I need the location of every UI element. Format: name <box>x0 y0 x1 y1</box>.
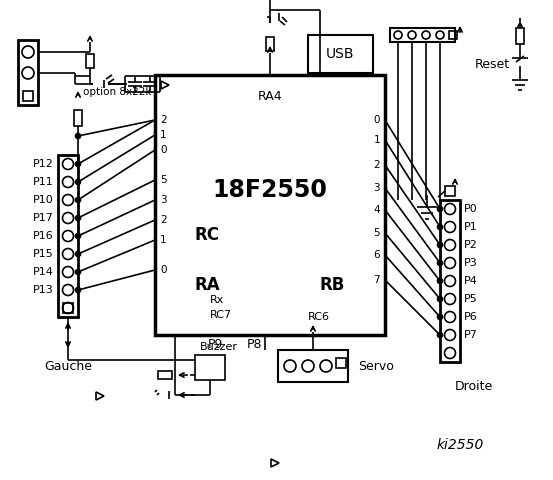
Text: 1: 1 <box>373 135 380 145</box>
Text: P8: P8 <box>247 338 263 351</box>
Bar <box>63 303 73 313</box>
Text: 2: 2 <box>160 215 166 225</box>
Text: RC7: RC7 <box>210 310 232 320</box>
Text: P15: P15 <box>33 249 54 259</box>
Bar <box>278 350 348 382</box>
Circle shape <box>76 216 81 220</box>
Text: P4: P4 <box>464 276 478 286</box>
Bar <box>390 28 455 42</box>
Text: 1: 1 <box>160 130 166 140</box>
Bar <box>18 40 38 105</box>
Text: P1: P1 <box>464 222 478 232</box>
Bar <box>155 75 385 335</box>
Text: 0: 0 <box>373 115 380 125</box>
Bar <box>449 31 457 39</box>
Text: P11: P11 <box>33 177 54 187</box>
Text: 6: 6 <box>373 250 380 260</box>
Bar <box>336 358 346 368</box>
Bar <box>516 28 524 44</box>
Text: Rx: Rx <box>210 295 225 305</box>
Bar <box>58 155 78 317</box>
Bar <box>308 35 373 73</box>
Text: 3: 3 <box>373 183 380 193</box>
Text: P14: P14 <box>33 267 54 277</box>
Text: 0: 0 <box>160 145 166 155</box>
Text: P12: P12 <box>33 159 54 169</box>
Text: P17: P17 <box>33 213 54 223</box>
Bar <box>86 54 94 68</box>
Circle shape <box>437 314 442 320</box>
Text: P3: P3 <box>464 258 478 268</box>
Bar <box>158 371 172 379</box>
Text: P6: P6 <box>464 312 478 322</box>
Circle shape <box>437 242 442 248</box>
Text: ki2550: ki2550 <box>436 438 484 452</box>
Text: Buzzer: Buzzer <box>200 342 238 352</box>
Text: P9: P9 <box>207 338 223 351</box>
Text: 3: 3 <box>160 195 166 205</box>
Text: RB: RB <box>320 276 345 294</box>
Bar <box>445 186 455 196</box>
Text: Gauche: Gauche <box>44 360 92 373</box>
Text: 7: 7 <box>373 275 380 285</box>
Circle shape <box>437 225 442 229</box>
Text: USB: USB <box>326 47 354 61</box>
Text: 5: 5 <box>160 175 166 185</box>
Circle shape <box>76 133 81 139</box>
Text: RA4: RA4 <box>258 91 283 104</box>
Text: 2: 2 <box>373 160 380 170</box>
Text: RA: RA <box>195 276 221 294</box>
Bar <box>266 37 274 51</box>
Text: P10: P10 <box>33 195 54 205</box>
Circle shape <box>437 206 442 212</box>
Text: 0: 0 <box>160 265 166 275</box>
Circle shape <box>76 161 81 167</box>
Text: Droite: Droite <box>455 381 493 394</box>
Text: Servo: Servo <box>358 360 394 372</box>
Text: RC: RC <box>195 226 220 244</box>
Circle shape <box>76 252 81 256</box>
Text: option 8x22k: option 8x22k <box>83 87 152 97</box>
Text: Reset: Reset <box>475 59 510 72</box>
Text: 5: 5 <box>373 228 380 238</box>
Bar <box>440 200 460 362</box>
Circle shape <box>76 269 81 275</box>
Text: 1: 1 <box>160 235 166 245</box>
Text: 4: 4 <box>373 205 380 215</box>
Text: P16: P16 <box>33 231 54 241</box>
Circle shape <box>437 278 442 284</box>
Circle shape <box>437 333 442 337</box>
Text: P0: P0 <box>464 204 478 214</box>
Circle shape <box>76 288 81 292</box>
Text: P2: P2 <box>464 240 478 250</box>
Circle shape <box>76 233 81 239</box>
Bar <box>74 110 82 126</box>
Circle shape <box>437 297 442 301</box>
Bar <box>195 355 225 380</box>
Text: 18F2550: 18F2550 <box>212 178 327 202</box>
Circle shape <box>76 180 81 184</box>
Bar <box>23 91 33 101</box>
Text: P7: P7 <box>464 330 478 340</box>
Text: 2: 2 <box>160 115 166 125</box>
Text: RC6: RC6 <box>308 312 330 322</box>
Text: P5: P5 <box>464 294 478 304</box>
Circle shape <box>437 261 442 265</box>
Circle shape <box>76 197 81 203</box>
Text: P13: P13 <box>33 285 54 295</box>
